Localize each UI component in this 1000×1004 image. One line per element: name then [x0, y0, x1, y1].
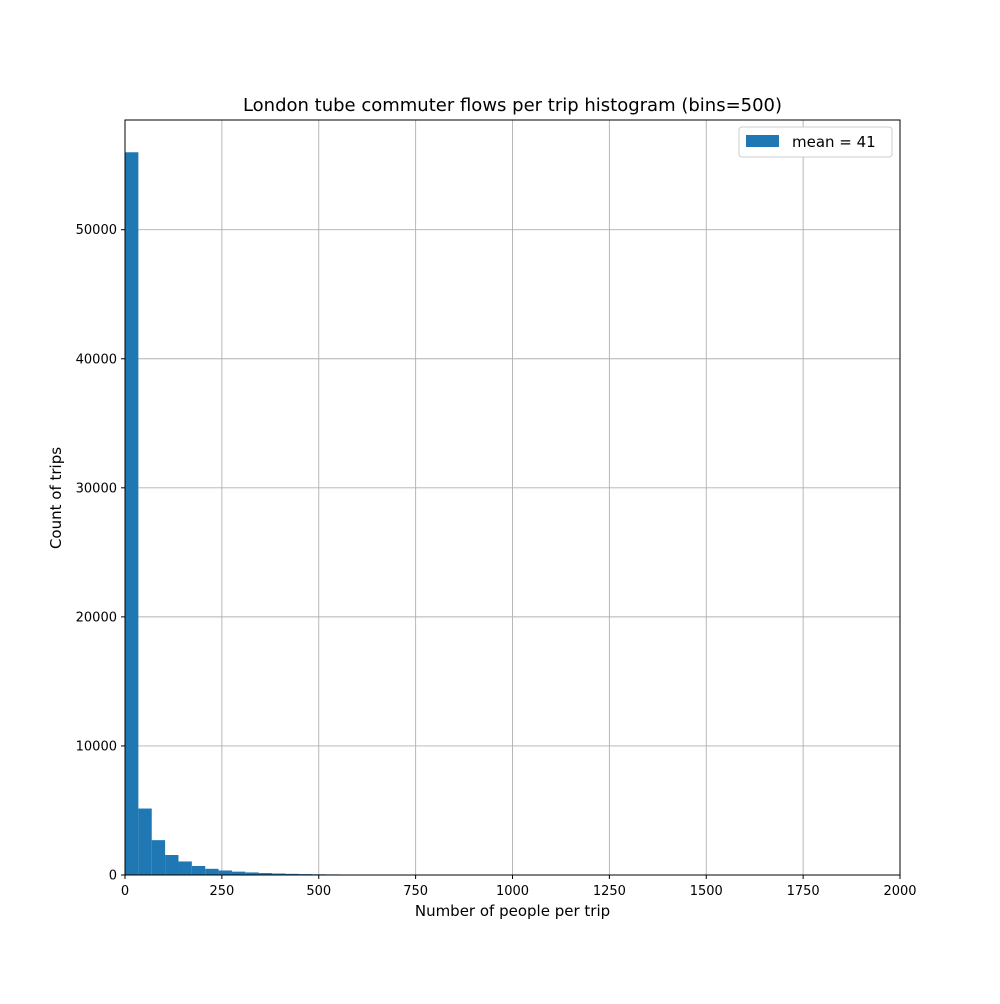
histogram-bars	[125, 152, 633, 875]
histogram-bar	[219, 870, 232, 875]
histogram-bar	[152, 840, 165, 875]
legend-swatch	[746, 135, 779, 147]
histogram-bar	[125, 152, 138, 875]
x-tick-label: 500	[306, 884, 331, 899]
x-axis-label: Number of people per trip	[415, 902, 610, 920]
histogram-bar	[138, 809, 151, 875]
y-tick-label: 30000	[76, 481, 117, 496]
histogram-bar	[232, 872, 245, 875]
x-tick-label: 1250	[593, 884, 626, 899]
chart-title: London tube commuter flows per trip hist…	[243, 95, 782, 116]
x-tick-label: 1750	[787, 884, 820, 899]
y-axis-ticks: 0 10000 20000 30000 40000 50000	[76, 223, 125, 883]
y-axis-label: Count of trips	[47, 447, 65, 549]
histogram-bar	[178, 861, 191, 875]
histogram-bar	[205, 869, 218, 875]
histogram-bar	[165, 855, 178, 875]
y-tick-label: 20000	[76, 610, 117, 625]
x-tick-label: 0	[121, 884, 129, 899]
x-tick-label: 250	[209, 884, 234, 899]
y-tick-label: 0	[109, 869, 117, 884]
x-tick-label: 1500	[690, 884, 723, 899]
y-tick-label: 50000	[76, 223, 117, 238]
x-axis-ticks: 0 250 500 750 1000 1250 1500 1750 2000	[121, 875, 917, 899]
x-tick-label: 750	[403, 884, 428, 899]
legend-label: mean = 41	[792, 133, 876, 151]
x-tick-label: 2000	[883, 884, 916, 899]
x-tick-label: 1000	[496, 884, 529, 899]
grid-lines	[125, 120, 900, 875]
y-tick-label: 10000	[76, 739, 117, 754]
histogram-bar	[192, 866, 205, 875]
y-tick-label: 40000	[76, 352, 117, 367]
legend: mean = 41	[739, 127, 892, 157]
